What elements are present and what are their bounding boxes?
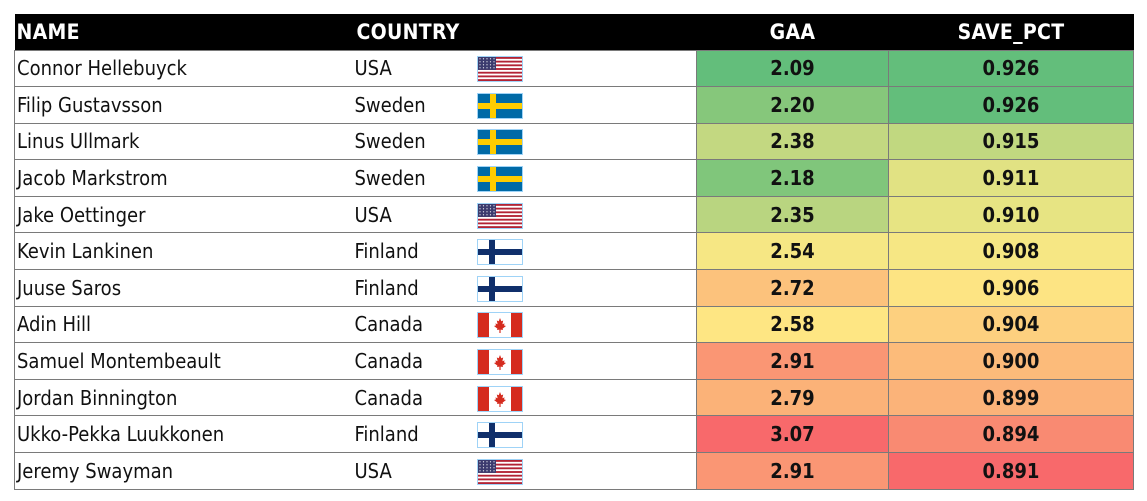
player-country: Finland bbox=[354, 232, 477, 271]
canada-flag-icon bbox=[476, 349, 523, 376]
gaa-value: 2.58 bbox=[696, 306, 889, 344]
flag-cell bbox=[476, 49, 697, 88]
table-row: Ukko-Pekka Luukkonen Finland 3.07 0.894 bbox=[14, 415, 1134, 454]
gaa-value: 2.18 bbox=[696, 159, 889, 197]
gaa-value: 2.79 bbox=[696, 379, 889, 417]
usa-flag-icon bbox=[476, 56, 523, 83]
sweden-flag-icon bbox=[476, 92, 523, 119]
table-row: Adin Hill Canada 2.58 0.904 bbox=[14, 306, 1134, 344]
finland-flag-icon bbox=[476, 275, 523, 302]
save-pct-value: 0.906 bbox=[888, 269, 1134, 307]
flag-cell bbox=[476, 232, 697, 271]
save-pct-value: 0.910 bbox=[888, 196, 1134, 234]
player-name: Ukko-Pekka Luukkonen bbox=[14, 415, 355, 454]
save-pct-value: 0.915 bbox=[888, 123, 1134, 161]
flag-cell bbox=[476, 269, 697, 307]
player-country: Finland bbox=[354, 269, 477, 307]
flag-cell bbox=[476, 342, 697, 380]
flag-cell bbox=[476, 123, 697, 161]
table-header-row: NAME COUNTRY GAA SAVE_PCT bbox=[14, 14, 1134, 50]
player-name: Jordan Binnington bbox=[14, 379, 355, 417]
player-name: Kevin Lankinen bbox=[14, 232, 355, 271]
save-pct-value: 0.894 bbox=[888, 415, 1134, 454]
player-country: Canada bbox=[354, 306, 477, 344]
goalie-stats-table: NAME COUNTRY GAA SAVE_PCT Connor Hellebu… bbox=[14, 14, 1134, 490]
save-pct-value: 0.899 bbox=[888, 379, 1134, 417]
table-row: Filip Gustavsson Sweden 2.20 0.926 bbox=[14, 86, 1134, 124]
header-gaa: GAA bbox=[769, 19, 816, 44]
player-name: Connor Hellebuyck bbox=[14, 49, 355, 88]
save-pct-value: 0.908 bbox=[888, 232, 1134, 271]
table-row: Linus Ullmark Sweden 2.38 0.915 bbox=[14, 123, 1134, 161]
player-country: Sweden bbox=[354, 123, 477, 161]
player-country: Sweden bbox=[354, 159, 477, 197]
table-row: Jordan Binnington Canada 2.79 0.899 bbox=[14, 379, 1134, 417]
flag-cell bbox=[476, 415, 697, 454]
table-row: Jacob Markstrom Sweden 2.18 0.911 bbox=[14, 159, 1134, 197]
table-row: Connor Hellebuyck USA 2.09 0.926 bbox=[14, 49, 1134, 88]
player-country: Sweden bbox=[354, 86, 477, 124]
gaa-value: 2.91 bbox=[696, 452, 889, 490]
player-country: Canada bbox=[354, 379, 477, 417]
save-pct-value: 0.911 bbox=[888, 159, 1134, 197]
player-name: Adin Hill bbox=[14, 306, 355, 344]
table-body: Connor Hellebuyck USA 2.09 0.926 Filip Gusta… bbox=[14, 49, 1134, 490]
table-row: Jeremy Swayman USA 2.91 0.891 bbox=[14, 452, 1134, 490]
usa-flag-icon bbox=[476, 202, 523, 229]
flag-cell bbox=[476, 196, 697, 234]
gaa-value: 3.07 bbox=[696, 415, 889, 454]
canada-flag-icon bbox=[476, 312, 523, 339]
sweden-flag-icon bbox=[476, 166, 523, 193]
usa-flag-icon bbox=[476, 458, 523, 485]
canada-flag-icon bbox=[476, 385, 523, 412]
sweden-flag-icon bbox=[476, 129, 523, 156]
player-name: Samuel Montembeault bbox=[14, 342, 355, 380]
player-country: USA bbox=[354, 452, 477, 490]
gaa-value: 2.91 bbox=[696, 342, 889, 380]
player-country: Finland bbox=[354, 415, 477, 454]
player-country: USA bbox=[354, 196, 477, 234]
gaa-value: 2.54 bbox=[696, 232, 889, 271]
player-name: Linus Ullmark bbox=[14, 123, 355, 161]
player-country: Canada bbox=[354, 342, 477, 380]
gaa-value: 2.38 bbox=[696, 123, 889, 161]
header-save-pct: SAVE_PCT bbox=[957, 19, 1065, 44]
gaa-value: 2.35 bbox=[696, 196, 889, 234]
finland-flag-icon bbox=[476, 239, 523, 266]
gaa-value: 2.09 bbox=[696, 49, 889, 88]
flag-cell bbox=[476, 379, 697, 417]
table-row: Kevin Lankinen Finland 2.54 0.908 bbox=[14, 232, 1134, 271]
save-pct-value: 0.904 bbox=[888, 306, 1134, 344]
finland-flag-icon bbox=[476, 422, 523, 449]
player-name: Jeremy Swayman bbox=[14, 452, 355, 490]
save-pct-value: 0.926 bbox=[888, 86, 1134, 124]
player-name: Juuse Saros bbox=[14, 269, 355, 307]
header-country: COUNTRY bbox=[356, 19, 460, 44]
save-pct-value: 0.900 bbox=[888, 342, 1134, 380]
gaa-value: 2.72 bbox=[696, 269, 889, 307]
table-row: Jake Oettinger USA 2.35 0.910 bbox=[14, 196, 1134, 234]
save-pct-value: 0.891 bbox=[888, 452, 1134, 490]
save-pct-value: 0.926 bbox=[888, 49, 1134, 88]
gaa-value: 2.20 bbox=[696, 86, 889, 124]
player-name: Jacob Markstrom bbox=[14, 159, 355, 197]
flag-cell bbox=[476, 86, 697, 124]
table-row: Juuse Saros Finland 2.72 0.906 bbox=[14, 269, 1134, 307]
header-name: NAME bbox=[16, 19, 80, 44]
player-name: Jake Oettinger bbox=[14, 196, 355, 234]
player-name: Filip Gustavsson bbox=[14, 86, 355, 124]
goalie-stats-table-container: NAME COUNTRY GAA SAVE_PCT Connor Hellebu… bbox=[14, 14, 1134, 490]
flag-cell bbox=[476, 159, 697, 197]
player-country: USA bbox=[354, 49, 477, 88]
flag-cell bbox=[476, 306, 697, 344]
table-row: Samuel Montembeault Canada 2.91 0.900 bbox=[14, 342, 1134, 380]
flag-cell bbox=[476, 452, 697, 490]
